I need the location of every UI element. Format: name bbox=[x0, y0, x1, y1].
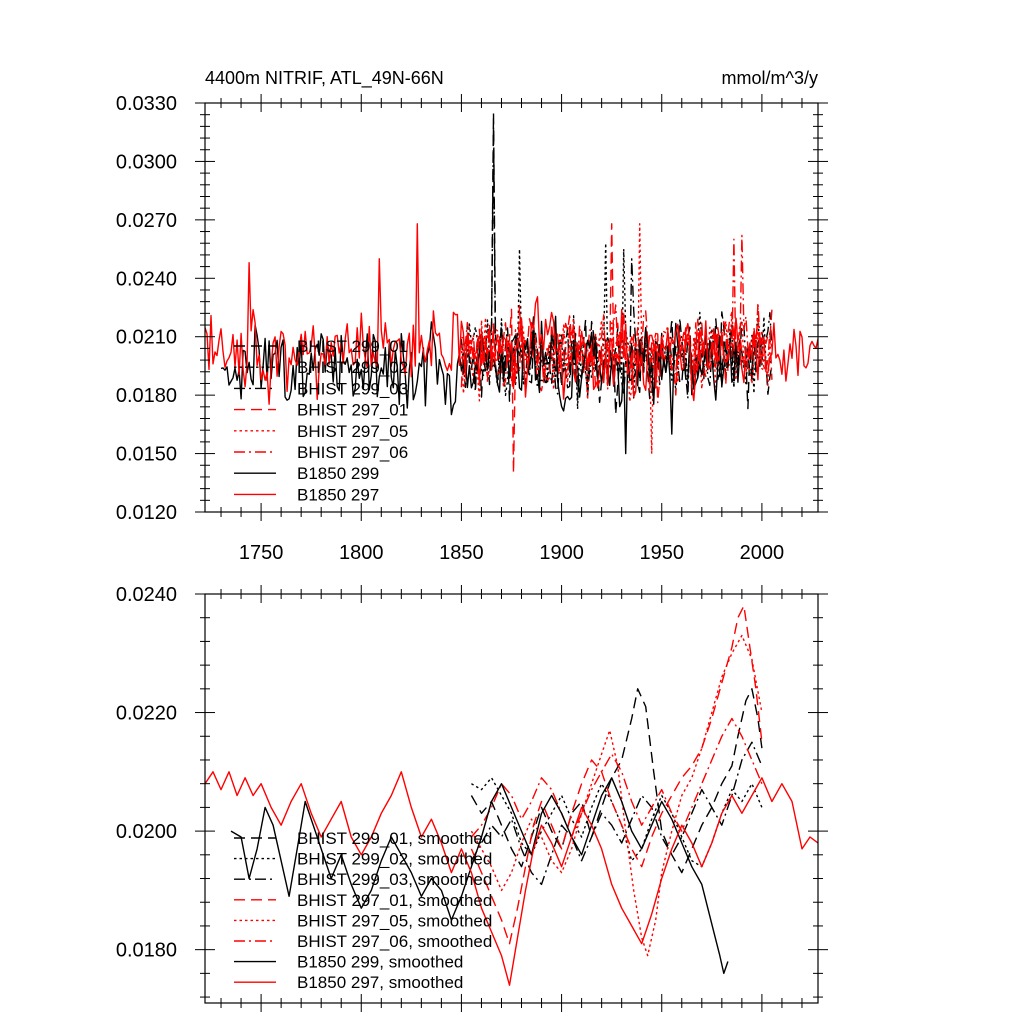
y-tick-label: 0.0210 bbox=[116, 327, 177, 349]
legend-label-4: BHIST 297_05, smoothed bbox=[297, 911, 492, 930]
series-line-bhist-299-02-smoothed bbox=[471, 777, 763, 868]
y-tick-label: 0.0180 bbox=[116, 940, 177, 962]
series-line-bhist-297-06 bbox=[460, 234, 773, 404]
legend-label-6: B1850 299, smoothed bbox=[297, 953, 463, 972]
top-chart-title: 4400m NITRIF, ATL_49N-66N bbox=[205, 68, 444, 89]
y-tick-label: 0.0180 bbox=[116, 385, 177, 407]
top-chart-legend: BHIST 299_01 BHIST 299_02 BHIST 299_03 BHIS… bbox=[234, 337, 408, 504]
legend-label-2: BHIST 299_03 bbox=[297, 379, 408, 398]
y-tick-label: 0.0240 bbox=[116, 584, 177, 606]
y-tick-label: 0.0150 bbox=[116, 444, 177, 466]
y-tick-label: 0.0200 bbox=[116, 821, 177, 843]
legend-label-5: BHIST 297_06 bbox=[297, 443, 408, 462]
series-line-bhist-297-01-smoothed bbox=[470, 605, 763, 945]
top-chart-series-layer bbox=[205, 112, 818, 474]
y-tick-label: 0.0270 bbox=[116, 210, 177, 232]
series-line-bhist-297-05-smoothed bbox=[470, 634, 763, 957]
legend-label-1: BHIST 299_02, smoothed bbox=[297, 850, 492, 869]
top-chart: 4400m NITRIF, ATL_49N-66N mmol/m^3/y BHI… bbox=[116, 68, 828, 564]
x-tick-label: 1950 bbox=[639, 542, 684, 564]
x-tick-label: 1900 bbox=[539, 542, 584, 564]
legend-label-5: BHIST 297_06, smoothed bbox=[297, 932, 492, 951]
legend-label-7: B1850 297, smoothed bbox=[297, 973, 463, 992]
y-tick-label: 0.0240 bbox=[116, 268, 177, 290]
legend-label-6: B1850 299 bbox=[297, 464, 379, 483]
y-tick-label: 0.0120 bbox=[116, 502, 177, 524]
legend-label-3: BHIST 297_01 bbox=[297, 401, 408, 420]
legend-label-0: BHIST 299_01, smoothed bbox=[297, 829, 492, 848]
plot-frame bbox=[204, 102, 819, 513]
legend-label-1: BHIST 299_02 bbox=[297, 358, 408, 377]
series-line-bhist-299-01-smoothed bbox=[470, 688, 763, 874]
series-line-b1850-299-smoothed bbox=[230, 777, 729, 975]
bottom-chart-series-layer bbox=[205, 605, 818, 986]
top-chart-axes: 1750 1800 1850 1900 1950 2000 0.0120 0.0150 0.01… bbox=[116, 93, 828, 564]
legend-label-2: BHIST 299_03, smoothed bbox=[297, 870, 492, 889]
x-tick-label: 1800 bbox=[339, 542, 384, 564]
y-tick-label: 0.0300 bbox=[116, 151, 177, 173]
legend-label-7: B1850 297 bbox=[297, 485, 379, 504]
y-tick-label: 0.0330 bbox=[116, 93, 177, 115]
top-chart-units: mmol/m^3/y bbox=[722, 68, 818, 88]
legend-label-4: BHIST 297_05 bbox=[297, 422, 408, 441]
series-line-bhist-299-03 bbox=[460, 125, 773, 400]
x-tick-label: 1750 bbox=[239, 542, 284, 564]
x-tick-label: 2000 bbox=[740, 542, 785, 564]
x-tick-label: 1850 bbox=[439, 542, 484, 564]
y-tick-label: 0.0220 bbox=[116, 703, 177, 725]
legend-label-3: BHIST 297_01, smoothed bbox=[297, 891, 492, 910]
series-line-b1850-297-smoothed bbox=[205, 771, 818, 986]
legend-label-0: BHIST 299_01 bbox=[297, 337, 408, 356]
series-line-b1850-297 bbox=[205, 223, 818, 405]
bottom-chart-axes: 0.0180 0.0200 0.0220 0.0240 bbox=[116, 584, 828, 1012]
series-line-bhist-297-01 bbox=[461, 223, 773, 474]
series-line-bhist-297-06-smoothed bbox=[470, 717, 763, 838]
bottom-chart: BHIST 299_01, smoothed BHIST 299_02, smoo… bbox=[116, 584, 828, 1012]
plot-frame bbox=[204, 593, 819, 1004]
series-line-bhist-299-03-smoothed bbox=[470, 741, 763, 886]
bottom-chart-legend: BHIST 299_01, smoothed BHIST 299_02, smoo… bbox=[234, 829, 492, 992]
